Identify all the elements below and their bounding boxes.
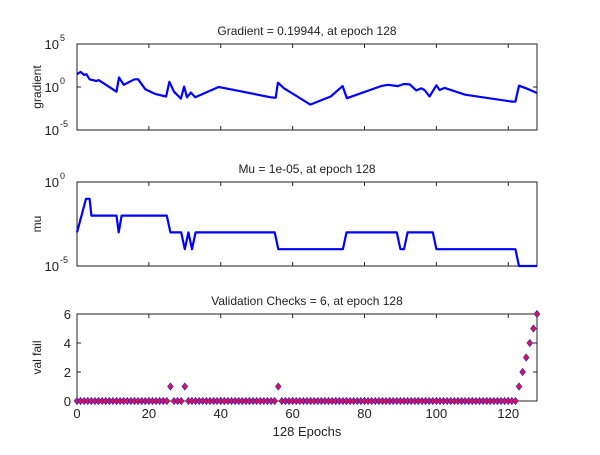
val-fail-point [163,396,171,406]
y-tick-label: 6 [64,307,71,322]
y-axis-label: val fail [30,340,44,374]
y-tick-label: 4 [64,336,71,351]
y-tick-label: 10 [45,37,59,52]
y-tick-label: 10 [45,80,59,95]
plot-title: Validation Checks = 6, at epoch 128 [211,294,403,308]
y-tick-label: 0 [64,394,71,409]
val-fail-point [274,382,282,391]
plot-title: Mu = 1e-05, at epoch 128 [238,162,375,176]
y-tick-label: 10 [45,175,59,190]
y-tick-exponent: 0 [60,76,65,86]
x-tick-label: 60 [285,406,299,421]
axes-box [76,181,538,267]
plot-title: Gradient = 0.19944, at epoch 128 [217,24,396,38]
y-tick-exponent: 0 [60,171,65,181]
y-tick-label: 10 [45,259,59,274]
val-fail-point [271,396,278,406]
y-tick-base: 10 [45,259,59,274]
axes-box [76,313,538,402]
y-tick-exponent: -5 [60,119,68,129]
val-fail-point [515,382,523,391]
x-tick-label: 80 [357,406,371,421]
y-axis-label: mu [30,216,44,233]
val-fail-point [181,382,189,391]
series-line [76,70,538,106]
x-tick-label: 20 [142,406,156,421]
y-tick-base: 10 [45,123,59,138]
y-tick-base: 10 [45,80,59,95]
val-fail-point [167,382,174,391]
val-fail-point [519,367,526,377]
x-tick-label: 120 [497,406,519,421]
val-fail-point [512,396,519,406]
val-fail-point [533,309,541,319]
val-fail-point [530,324,537,333]
y-tick-base: 10 [45,37,59,52]
x-axis-label: 128 Epochs [273,424,342,439]
y-tick-label: 2 [64,365,71,380]
val-fail-point [526,338,534,348]
y-tick-label: 10 [45,123,59,138]
y-tick-exponent: 5 [60,33,65,43]
axes-box [76,43,538,131]
x-tick-label: 0 [73,406,80,421]
subplot-3: Validation Checks = 6, at epoch 128 val f… [30,294,541,439]
x-tick-label: 100 [426,406,448,421]
y-tick-exponent: -5 [60,255,68,265]
val-fail-point [522,353,530,362]
y-tick-base: 10 [45,175,59,190]
x-tick-label: 40 [214,406,228,421]
series-line [75,197,537,268]
y-axis-label: gradient [30,65,44,109]
val-fail-point [177,396,185,406]
subplot-1: Gradient = 0.19944, at epoch 128 gradient… [30,24,538,138]
